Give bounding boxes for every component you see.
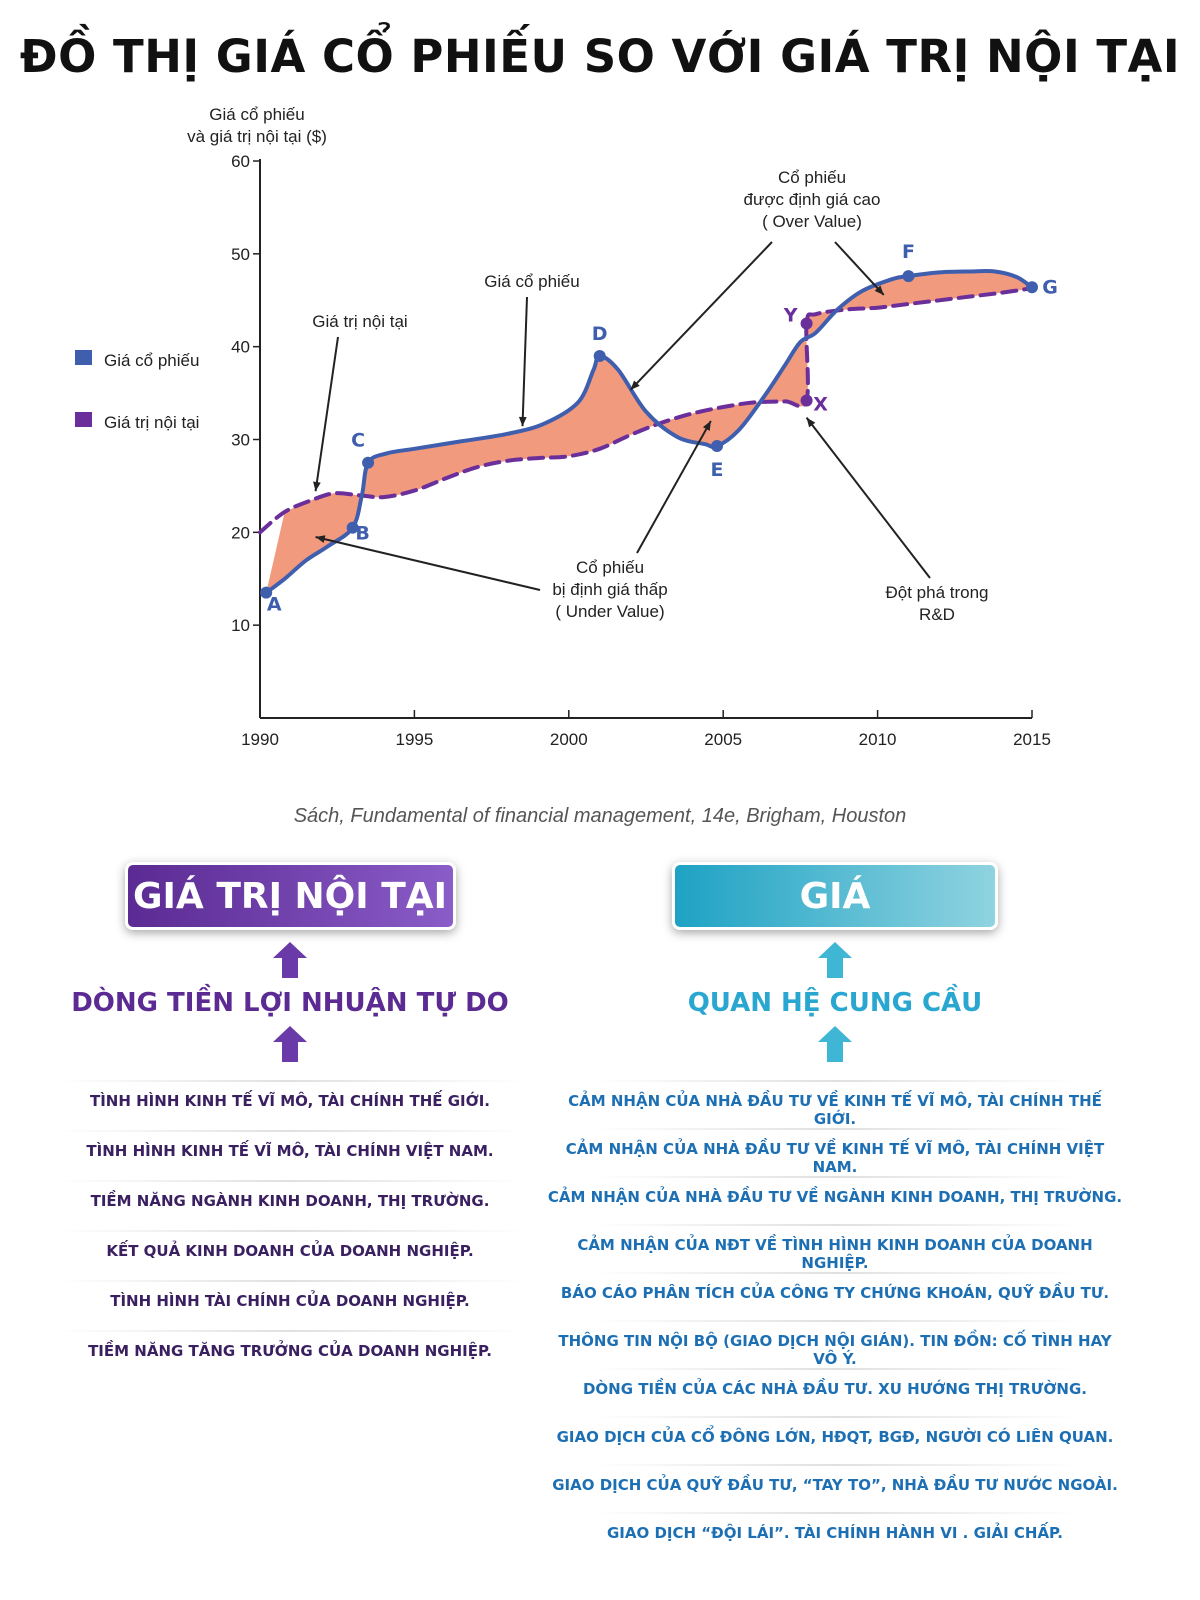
list-item: TÌNH HÌNH TÀI CHÍNH CỦA DOANH NGHIỆP. <box>10 1280 570 1330</box>
annotation-arrow-head <box>806 417 816 428</box>
supply-demand-heading: QUAN HỆ CUNG CẦU <box>687 988 983 1018</box>
y-tick-label: 30 <box>231 431 250 450</box>
y-axis-label: Giá cổ phiếu <box>209 105 304 124</box>
annotation-under-value: ( Under Value) <box>555 602 664 621</box>
annotation-arrow-head <box>315 535 326 543</box>
list-item: CẢM NHẬN CỦA NHÀ ĐẦU TƯ VỀ KINH TẾ VĨ MÔ… <box>545 1128 1125 1176</box>
annotation-arrow-head <box>630 380 640 390</box>
stock-vs-intrinsic-chart: 10 20 30 40 50 60 1990 1995 2000 2005 2010 2015 Giá … <box>75 105 1058 749</box>
annotation-over-value: được định giá cao <box>744 190 881 209</box>
list-item: TIỀM NĂNG TĂNG TRƯỞNG CỦA DOANH NGHIỆP. <box>10 1330 570 1380</box>
source-citation: Sách, Fundamental of financial managemen… <box>293 805 907 827</box>
point-x <box>800 394 813 407</box>
annotation-intrinsic-value: Giá trị nội tại <box>312 312 407 331</box>
page-title: ĐỒ THỊ GIÁ CỔ PHIẾU SO VỚI GIÁ TRỊ NỘI T… <box>19 30 1181 83</box>
point-label: D <box>592 323 608 345</box>
legend-label-price: Giá cổ phiếu <box>104 351 199 370</box>
annotation-under-value: bị định giá thấp <box>552 580 667 599</box>
list-item: TIỀM NĂNG NGÀNH KINH DOANH, THỊ TRƯỜNG. <box>10 1180 570 1230</box>
point-label: A <box>267 594 282 616</box>
list-item: TÌNH HÌNH KINH TẾ VĨ MÔ, TÀI CHÍNH VIỆT … <box>10 1130 570 1180</box>
point-a <box>260 586 273 599</box>
legend-swatch-intrinsic <box>75 412 92 427</box>
annotation-arrow <box>314 336 339 492</box>
intrinsic-value-line <box>258 286 1034 535</box>
point-label: G <box>1042 276 1058 298</box>
annotation-stock-price: Giá cổ phiếu <box>484 272 579 291</box>
y-tick-label: 20 <box>231 523 250 542</box>
point-f <box>902 270 915 283</box>
intrinsic-value-header: GIÁ TRỊ NỘI TẠI <box>124 862 456 930</box>
point-label: B <box>355 523 369 545</box>
annotation-arrow <box>834 241 885 296</box>
point-label: Y <box>783 304 798 326</box>
x-tick-label: 2015 <box>1013 730 1051 749</box>
y-tick-label: 40 <box>231 338 250 357</box>
stock-price-line <box>265 269 1034 595</box>
annotation-arrow <box>636 420 712 554</box>
up-arrow-icon <box>273 1026 307 1062</box>
intrinsic-value-column: GIÁ TRỊ NỘI TẠI DÒNG TIỀN LỢI NHUẬN TỰ D… <box>10 862 570 1380</box>
list-item: CẢM NHẬN CỦA NĐT VỀ TÌNH HÌNH KINH DOANH… <box>545 1224 1125 1272</box>
list-item: GIAO DỊCH “ĐỘI LÁI”. TÀI CHÍNH HÀNH VI .… <box>545 1512 1125 1560</box>
list-item: CẢM NHẬN CỦA NHÀ ĐẦU TƯ VỀ NGÀNH KINH DO… <box>545 1176 1125 1224</box>
price-factor-list: CẢM NHẬN CỦA NHÀ ĐẦU TƯ VỀ KINH TẾ VĨ MÔ… <box>545 1080 1125 1560</box>
y-axis-label: và giá trị nội tại ($) <box>187 127 327 146</box>
x-tick-label: 2010 <box>859 730 897 749</box>
annotation-arrow-head <box>518 416 527 427</box>
annotation-arrow-head <box>874 285 884 295</box>
point-g <box>1026 281 1038 294</box>
up-arrow-icon <box>273 942 307 978</box>
price-header: GIÁ <box>672 862 998 930</box>
price-column: GIÁ QUAN HỆ CUNG CẦU CẢM NHẬN CỦA NHÀ ĐẦ… <box>545 862 1125 1560</box>
point-label: F <box>902 241 915 263</box>
y-tick-label: 10 <box>231 616 250 635</box>
up-arrow-icon <box>818 1026 852 1062</box>
x-tick-label: 2005 <box>704 730 742 749</box>
legend-swatch-price <box>75 350 92 365</box>
list-item: KẾT QUẢ KINH DOANH CỦA DOANH NGHIỆP. <box>10 1230 570 1280</box>
point-d <box>593 349 606 362</box>
list-item: GIAO DỊCH CỦA CỔ ĐÔNG LỚN, HĐQT, BGĐ, NG… <box>545 1416 1125 1464</box>
annotation-over-value: ( Over Value) <box>762 212 862 231</box>
annotation-under-value: Cổ phiếu <box>576 558 644 577</box>
annotation-rd-breakthrough: Đột phá trong <box>885 583 988 602</box>
y-tick-label: 50 <box>231 245 250 264</box>
list-item: TÌNH HÌNH KINH TẾ VĨ MÔ, TÀI CHÍNH THẾ G… <box>10 1080 570 1130</box>
point-y <box>800 317 813 330</box>
point-c <box>362 456 375 469</box>
annotation-rd-breakthrough: R&D <box>919 605 955 624</box>
intrinsic-factor-list: TÌNH HÌNH KINH TẾ VĨ MÔ, TÀI CHÍNH THẾ G… <box>10 1080 570 1380</box>
x-tick-label: 2000 <box>550 730 588 749</box>
annotation-arrow <box>629 241 773 391</box>
point-e <box>711 439 724 452</box>
legend-label-intrinsic: Giá trị nội tại <box>104 413 199 432</box>
list-item: BÁO CÁO PHÂN TÍCH CỦA CÔNG TY CHỨNG KHOÁ… <box>545 1272 1125 1320</box>
annotation-over-value: Cổ phiếu <box>778 168 846 187</box>
annotation-arrow <box>521 296 528 427</box>
annotation-arrow <box>805 417 931 579</box>
point-label: C <box>351 430 365 452</box>
list-item: CẢM NHẬN CỦA NHÀ ĐẦU TƯ VỀ KINH TẾ VĨ MÔ… <box>545 1080 1125 1128</box>
x-tick-label: 1990 <box>241 730 279 749</box>
x-tick-label: 1995 <box>395 730 433 749</box>
annotation-arrow-head <box>702 420 711 431</box>
list-item: DÒNG TIỀN CỦA CÁC NHÀ ĐẦU TƯ. XU HƯỚNG T… <box>545 1368 1125 1416</box>
point-b <box>346 521 359 534</box>
list-item: GIAO DỊCH CỦA QUỸ ĐẦU TƯ, “TAY TO”, NHÀ … <box>545 1464 1125 1512</box>
point-label: E <box>711 459 724 481</box>
list-item: THÔNG TIN NỘI BỘ (GIAO DỊCH NỘI GIÁN). T… <box>545 1320 1125 1368</box>
annotation-arrow <box>315 536 541 591</box>
annotation-arrow-head <box>313 481 321 492</box>
point-label: X <box>813 394 828 416</box>
free-cash-flow-heading: DÒNG TIỀN LỢI NHUẬN TỰ DO <box>71 988 509 1018</box>
y-tick-label: 60 <box>231 152 250 171</box>
up-arrow-icon <box>818 942 852 978</box>
